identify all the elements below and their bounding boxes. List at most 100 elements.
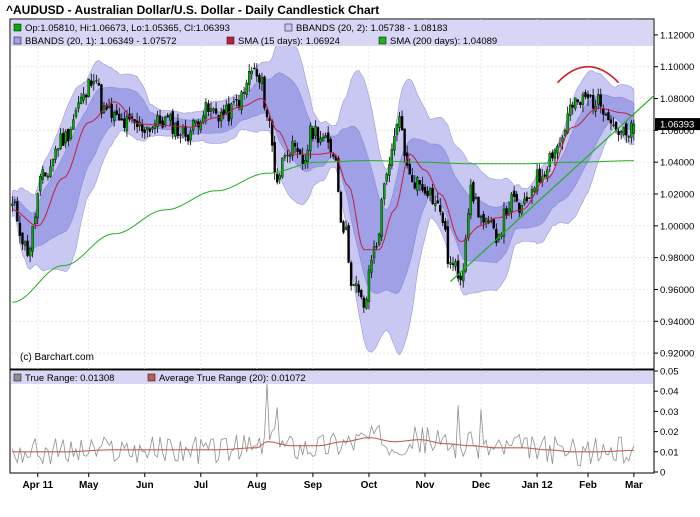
- candle-body-up: [309, 125, 312, 152]
- candle: [232, 97, 236, 106]
- candle: [400, 110, 404, 131]
- candle-body-up: [630, 122, 633, 138]
- candle-body-down: [342, 221, 345, 233]
- legend-bb1-swatch: [13, 36, 22, 45]
- candle-body-up: [112, 112, 116, 121]
- date-tick-label: Jul: [194, 480, 209, 491]
- candle: [597, 88, 600, 110]
- candle-body-up: [146, 126, 149, 130]
- candle-body-down: [123, 118, 126, 128]
- candle: [622, 126, 625, 137]
- candle-body-up: [191, 120, 195, 131]
- candle: [344, 220, 348, 231]
- candle-body-down: [337, 158, 340, 192]
- candle-body-up: [41, 169, 45, 180]
- legend-ohlc: Op:1.05810, Hi:1.06673, Lo:1.05365, Cl:1…: [13, 23, 230, 34]
- candle: [258, 72, 261, 90]
- candle: [67, 128, 70, 147]
- candle: [428, 186, 432, 202]
- legend-sma15-swatch: [226, 36, 235, 45]
- candle-body-down: [186, 134, 190, 142]
- candle-body-down: [332, 154, 335, 157]
- candle-body-down: [538, 168, 541, 183]
- candle-body-down: [316, 127, 320, 143]
- candle: [474, 193, 478, 200]
- candle: [125, 110, 129, 137]
- candle-body-up: [597, 94, 600, 105]
- candle: [533, 186, 536, 194]
- legend-sma200: SMA (200 days): 1.04089: [378, 36, 497, 47]
- candle: [44, 172, 47, 177]
- candle-body-down: [296, 147, 299, 152]
- candle-body-up: [156, 115, 159, 127]
- candle: [49, 159, 52, 179]
- candle: [444, 217, 447, 232]
- candle-body-up: [454, 261, 457, 267]
- candle-body-up: [474, 197, 478, 200]
- candle: [260, 72, 264, 91]
- candle-body-up: [393, 135, 396, 151]
- candle-body-down: [436, 200, 439, 204]
- candle-body-up: [288, 154, 292, 157]
- candle: [472, 180, 475, 204]
- candle: [418, 180, 422, 192]
- candle: [263, 75, 266, 111]
- candle-body-down: [411, 175, 414, 182]
- candle-body-up: [31, 225, 34, 252]
- legend-true-range: True Range: 0.01308: [13, 373, 114, 384]
- candle-body-up: [209, 108, 213, 112]
- candle: [209, 101, 213, 120]
- candle: [446, 220, 450, 268]
- candle: [612, 116, 615, 128]
- candle: [82, 87, 85, 104]
- candle-body-up: [54, 148, 57, 160]
- date-tick-label: Nov: [416, 480, 435, 491]
- candle: [630, 119, 633, 144]
- candle: [375, 242, 378, 251]
- candle-body-up: [612, 124, 615, 126]
- candle: [169, 112, 172, 126]
- candle-body-down: [158, 115, 162, 124]
- candle-body-up: [46, 175, 50, 178]
- candle: [632, 119, 636, 141]
- candle: [548, 151, 552, 173]
- candle: [599, 88, 602, 114]
- candle: [72, 114, 75, 130]
- candle-body-up: [174, 122, 177, 137]
- moving-averages: [12, 66, 655, 303]
- candle-body-down: [576, 99, 580, 102]
- price-tick-label: 0.98000: [660, 253, 694, 264]
- candle: [576, 98, 580, 105]
- candle-body-down: [311, 128, 315, 139]
- candle-body-up: [163, 117, 167, 125]
- legend-background: [11, 20, 653, 46]
- candle: [619, 129, 623, 140]
- candle-body-down: [171, 111, 174, 134]
- candle: [288, 152, 292, 163]
- candle: [342, 219, 345, 235]
- chart-title: ^AUDUSD - Australian Dollar/U.S. Dollar …: [6, 3, 379, 17]
- candle-body-up: [561, 137, 564, 143]
- candle-body-down: [44, 172, 47, 177]
- candle: [156, 110, 159, 133]
- candle-body-down: [265, 109, 269, 118]
- price-tick-label: 0.94000: [660, 317, 694, 328]
- candle-body-down: [586, 94, 590, 99]
- candle-body-down: [589, 95, 592, 97]
- candle-body-down: [495, 229, 498, 243]
- last-price-label: 1.06393: [660, 120, 694, 131]
- price-tick-label: 1.12000: [660, 30, 694, 41]
- candle: [11, 196, 14, 212]
- candle-body-down: [459, 275, 462, 280]
- range-tick-label: 0: [660, 468, 665, 479]
- candle: [291, 135, 294, 161]
- candle: [115, 104, 118, 116]
- candle: [237, 94, 241, 111]
- candle: [217, 114, 220, 129]
- candle: [433, 195, 437, 212]
- candle-body-up: [377, 233, 381, 245]
- candle-body-up: [574, 97, 577, 109]
- date-tick-label: Dec: [472, 480, 491, 491]
- candle: [477, 196, 480, 218]
